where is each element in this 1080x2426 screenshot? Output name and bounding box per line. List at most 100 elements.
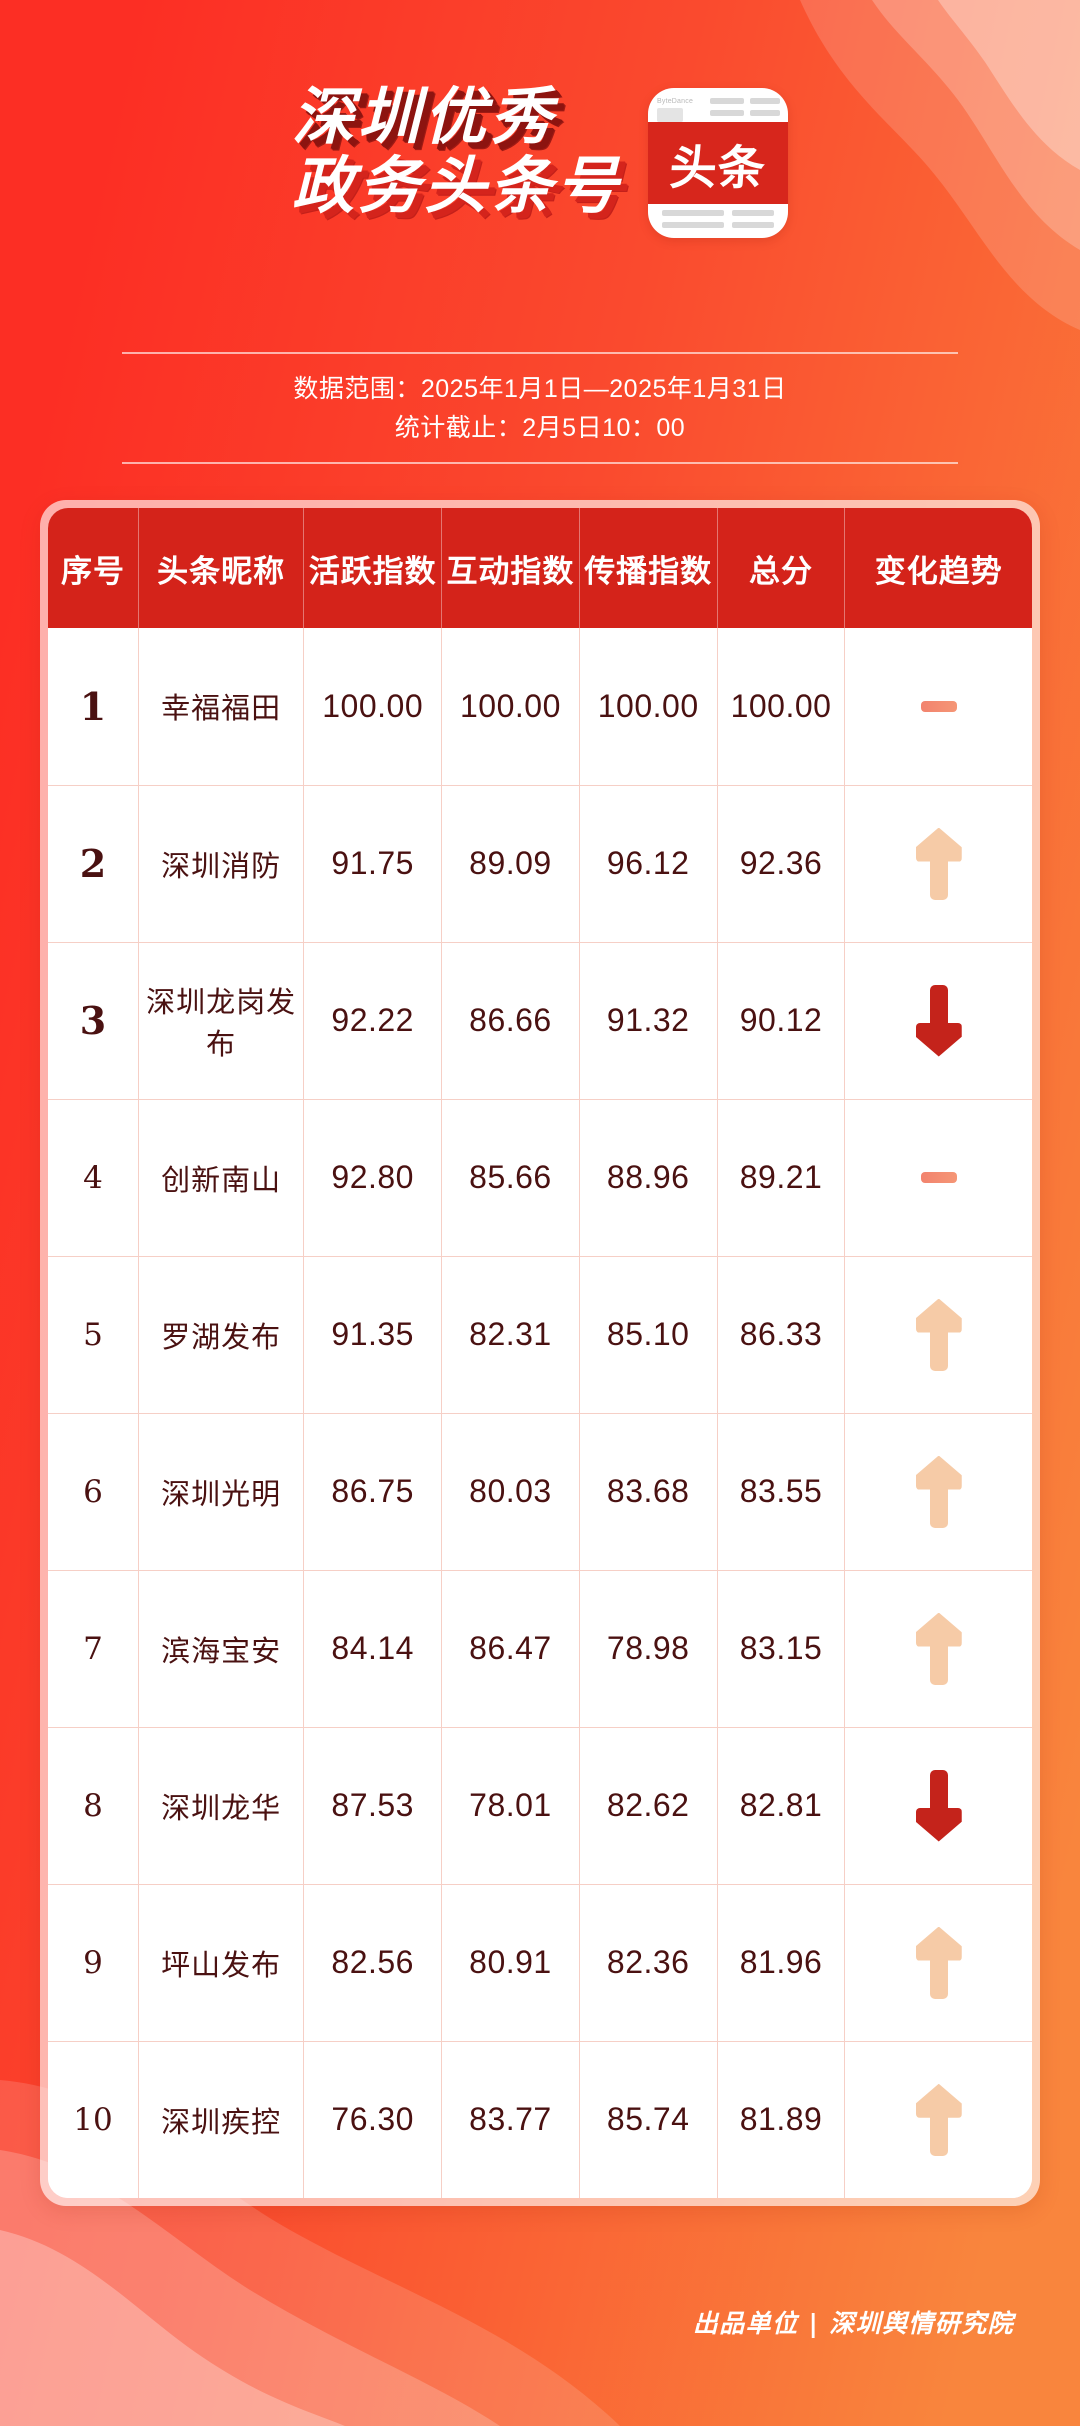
- cell-rank: 2: [48, 785, 140, 943]
- cell-rank: 5: [48, 1256, 140, 1414]
- meta-lines: 数据范围：2025年1月1日—2025年1月31日 统计截止：2月5日10：00: [0, 354, 1080, 462]
- table-row: 5 罗湖发布 91.35 82.31 85.10 86.33: [48, 1256, 1032, 1414]
- cell-interact-index: 86.47: [441, 1570, 580, 1728]
- ranking-table-frame: 序号 头条昵称 活跃指数 互动指数 传播指数 总分 变化趋势 1 幸福福田 100.…: [40, 500, 1040, 2206]
- trend-up-icon: [845, 1885, 1032, 2041]
- table-header: 序号 头条昵称 活跃指数 互动指数 传播指数 总分 变化趋势: [48, 508, 1032, 628]
- cell-total-score: 83.15: [717, 1570, 846, 1728]
- table-row: 2 深圳消防 91.75 89.09 96.12 92.36: [48, 785, 1032, 943]
- cell-active-index: 91.35: [303, 1256, 443, 1414]
- trend-flat-icon: [845, 1100, 1032, 1256]
- cell-trend: [844, 2041, 1032, 2199]
- table-row: 6 深圳光明 86.75 80.03 83.68 83.55: [48, 1413, 1032, 1571]
- column-header-name: 头条昵称: [138, 508, 305, 628]
- meta-block: 数据范围：2025年1月1日—2025年1月31日 统计截止：2月5日10：00: [0, 352, 1080, 464]
- cell-interact-index: 85.66: [441, 1099, 580, 1257]
- cell-interact-index: 78.01: [441, 1727, 580, 1885]
- cell-account-name: 幸福福田: [138, 628, 305, 786]
- column-header-total: 总分: [717, 508, 846, 628]
- trend-up-icon: [845, 2042, 1032, 2199]
- cell-rank: 9: [48, 1884, 140, 2042]
- table-header-row: 序号 头条昵称 活跃指数 互动指数 传播指数 总分 变化趋势: [48, 508, 1032, 628]
- cell-total-score: 90.12: [717, 942, 846, 1100]
- cell-active-index: 87.53: [303, 1727, 443, 1885]
- table-row: 4 创新南山 92.80 85.66 88.96 89.21: [48, 1099, 1032, 1257]
- column-header-interact: 互动指数: [441, 508, 580, 628]
- cell-active-index: 100.00: [303, 628, 443, 786]
- toutiao-bar-5: [662, 210, 724, 216]
- cell-interact-index: 89.09: [441, 785, 580, 943]
- toutiao-logo-label: 头条: [667, 140, 768, 196]
- cell-spread-index: 85.74: [579, 2041, 718, 2198]
- toutiao-logo-bottom: [648, 204, 788, 238]
- ranking-table: 序号 头条昵称 活跃指数 互动指数 传播指数 总分 变化趋势 1 幸福福田 100.…: [48, 508, 1032, 2198]
- toutiao-thumb: [657, 108, 683, 122]
- cell-interact-index: 83.77: [441, 2041, 580, 2198]
- cell-interact-index: 86.66: [441, 942, 580, 1100]
- table-row: 1 幸福福田 100.00 100.00 100.00 100.00: [48, 628, 1032, 786]
- cell-spread-index: 78.98: [579, 1570, 718, 1728]
- trend-down-icon: [845, 1728, 1032, 1884]
- cell-account-name: 滨海宝安: [138, 1570, 305, 1728]
- title-text-group: 深圳优秀 政务头条号: [292, 78, 622, 220]
- cell-trend: [844, 1570, 1032, 1728]
- cell-spread-index: 82.36: [579, 1884, 718, 2042]
- table-row: 9 坪山发布 82.56 80.91 82.36 81.96: [48, 1884, 1032, 2042]
- cell-account-name: 深圳疾控: [138, 2041, 305, 2198]
- cell-account-name: 深圳龙华: [138, 1727, 305, 1885]
- cell-active-index: 92.22: [303, 942, 443, 1100]
- divider-top: [122, 352, 958, 354]
- cell-trend: [844, 1413, 1032, 1571]
- cell-trend: [844, 1256, 1032, 1414]
- cell-account-name: 坪山发布: [138, 1884, 305, 2042]
- cell-spread-index: 82.62: [579, 1727, 718, 1885]
- cell-trend: [844, 1727, 1032, 1885]
- title-block: 深圳优秀 政务头条号 ByteDance 头条: [0, 78, 1080, 238]
- cell-trend: [844, 1884, 1032, 2042]
- toutiao-bar-3: [710, 110, 744, 116]
- cell-trend: [844, 1099, 1032, 1257]
- cell-trend: [844, 785, 1032, 943]
- toutiao-bar-4: [750, 110, 780, 116]
- ranking-table-inner: 序号 头条昵称 活跃指数 互动指数 传播指数 总分 变化趋势 1 幸福福田 100.…: [48, 508, 1032, 2198]
- cell-trend: [844, 942, 1032, 1100]
- cell-total-score: 82.81: [717, 1727, 846, 1885]
- cell-rank: 6: [48, 1413, 140, 1571]
- cell-active-index: 76.30: [303, 2041, 443, 2198]
- cell-spread-index: 91.32: [579, 942, 718, 1100]
- data-range-text: 数据范围：2025年1月1日—2025年1月31日: [293, 375, 787, 403]
- cell-active-index: 86.75: [303, 1413, 443, 1571]
- cell-spread-index: 85.10: [579, 1256, 718, 1414]
- poster-title-line1: 深圳优秀: [291, 80, 556, 153]
- cell-spread-index: 100.00: [579, 628, 718, 786]
- cell-rank: 7: [48, 1570, 140, 1728]
- cell-total-score: 89.21: [717, 1099, 846, 1257]
- cell-spread-index: 88.96: [579, 1099, 718, 1257]
- column-header-spread: 传播指数: [579, 508, 718, 628]
- cell-rank: 4: [48, 1099, 140, 1257]
- trend-flat-icon: [845, 628, 1032, 785]
- toutiao-bar-2: [750, 98, 780, 104]
- toutiao-brand-label: ByteDance: [657, 98, 694, 105]
- cell-active-index: 82.56: [303, 1884, 443, 2042]
- cell-interact-index: 80.03: [441, 1413, 580, 1571]
- cell-account-name: 深圳消防: [138, 785, 305, 943]
- column-header-rank: 序号: [48, 508, 140, 628]
- cell-active-index: 84.14: [303, 1570, 443, 1728]
- trend-down-icon: [845, 943, 1032, 1099]
- cell-account-name: 深圳光明: [138, 1413, 305, 1571]
- trend-up-icon: [845, 1414, 1032, 1570]
- cell-total-score: 100.00: [717, 628, 846, 786]
- toutiao-bar-8: [732, 222, 774, 228]
- cell-rank: 3: [48, 942, 140, 1100]
- table-row: 10 深圳疾控 76.30 83.77 85.74 81.89: [48, 2041, 1032, 2198]
- cell-active-index: 92.80: [303, 1099, 443, 1257]
- cell-total-score: 81.96: [717, 1884, 846, 2042]
- footer-credit: 出品单位 | 深圳舆情研究院: [692, 2309, 1014, 2338]
- table-body: 1 幸福福田 100.00 100.00 100.00 100.00 2 深圳消防 91.75 8…: [48, 628, 1032, 2198]
- cell-interact-index: 80.91: [441, 1884, 580, 2042]
- toutiao-red-band: 头条: [648, 122, 788, 204]
- toutiao-bar-1: [710, 98, 744, 104]
- cell-trend: [844, 628, 1032, 786]
